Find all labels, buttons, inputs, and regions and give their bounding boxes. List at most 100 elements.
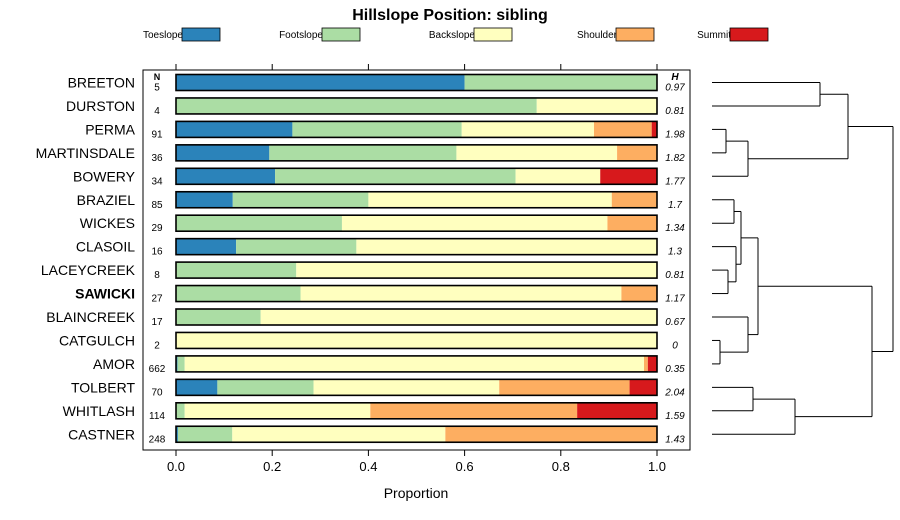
row-laceycreek: LACEYCREEK 8 0.81 — [41, 261, 685, 281]
h-value: 1.98 — [665, 129, 685, 140]
h-value: 0.35 — [665, 364, 685, 375]
row-label: CATGULCH — [59, 332, 135, 348]
chart-title: Hillslope Position: sibling — [352, 7, 548, 24]
row-label: CASTNER — [68, 426, 135, 442]
bar-segment-footslope — [217, 379, 314, 396]
row-blaincreek: BLAINCREEK 17 0.67 — [46, 308, 685, 328]
h-column-header: H — [671, 72, 679, 83]
row-braziel: BRAZIEL 85 1.7 — [77, 190, 682, 211]
bar-segment-toeslope — [176, 426, 178, 443]
n-value: 17 — [151, 317, 163, 328]
bar-outline — [175, 378, 658, 397]
plot-area: 0.0 0.2 0.4 0.6 0.8 1.0 N H BREETON 5 0.97 DURSTON 4… — [36, 64, 691, 474]
bar-segment-summit — [600, 168, 657, 185]
bar-outline — [175, 308, 658, 326]
bar-segment-footslope — [176, 309, 261, 325]
n-column-header: N — [154, 72, 161, 82]
legend-swatch-footslope — [321, 27, 361, 42]
row-whitlash: WHITLASH 114 1.59 — [63, 401, 685, 422]
bar-segment-toeslope — [176, 238, 237, 255]
bar-segment-toeslope — [176, 191, 233, 208]
bar-segment-footslope — [232, 191, 369, 208]
bar-segment-backslope — [232, 426, 446, 443]
row-label: SAWICKI — [75, 286, 135, 302]
h-value: 0.81 — [665, 106, 684, 117]
bar-segment-shoulder — [593, 121, 652, 138]
plot-frame — [142, 69, 691, 451]
row-breeton: BREETON 5 0.97 — [68, 73, 685, 94]
h-value: 1.34 — [665, 223, 685, 234]
x-tick-label: 1.0 — [648, 459, 666, 474]
bar-outline — [175, 284, 658, 303]
bar-segment-backslope — [313, 379, 500, 396]
bar-outline — [175, 261, 658, 279]
bar-outline — [175, 331, 658, 350]
h-value: 1.43 — [665, 434, 685, 445]
row-label: BLAINCREEK — [46, 309, 135, 325]
bar-outline — [175, 237, 658, 256]
bar-segment-summit — [629, 379, 657, 396]
bar-segment-backslope — [356, 238, 657, 255]
bar-outline — [175, 97, 658, 115]
h-value: 1.3 — [668, 247, 682, 258]
legend-label-footslope: Footslope — [279, 30, 323, 41]
bar-segment-backslope — [341, 215, 608, 232]
n-value: 8 — [154, 270, 160, 281]
h-value: 1.17 — [665, 294, 685, 305]
h-value: 1.82 — [665, 153, 685, 164]
bar-outline — [175, 190, 658, 209]
bar-segment-summit — [577, 402, 657, 419]
bar-segment-footslope — [236, 238, 357, 255]
bar-segment-footslope — [176, 402, 185, 419]
bar-segment-footslope — [269, 144, 457, 161]
h-value: 1.7 — [668, 200, 682, 211]
row-label: TOLBERT — [71, 379, 136, 395]
bar-segment-toeslope — [176, 168, 276, 185]
row-label: LACEYCREEK — [41, 262, 136, 278]
bar-outline — [175, 401, 658, 420]
bar-segment-footslope — [176, 262, 297, 279]
bar-segment-shoulder — [621, 285, 657, 302]
n-value: 16 — [151, 247, 163, 258]
h-value: 0.97 — [665, 83, 685, 94]
n-value: 91 — [151, 129, 163, 140]
h-value: 1.59 — [665, 411, 685, 422]
n-value: 29 — [151, 223, 163, 234]
bar-segment-footslope — [176, 285, 301, 302]
bar-segment-footslope — [177, 355, 185, 372]
h-value: 0.81 — [665, 270, 684, 281]
dendrogram — [712, 82, 894, 435]
row-catgulch: CATGULCH 2 0 — [59, 331, 678, 351]
n-value: 2 — [154, 340, 160, 351]
bar-segment-backslope — [260, 309, 657, 325]
bar-outline — [175, 73, 658, 92]
h-value: 1.77 — [665, 176, 685, 187]
bar-segment-backslope — [300, 285, 622, 302]
n-value: 662 — [149, 364, 166, 375]
bar-segment-backslope — [176, 332, 657, 349]
bar-segment-backslope — [536, 97, 657, 114]
bar-segment-backslope — [461, 121, 594, 138]
h-value: 0 — [672, 340, 678, 351]
n-value: 27 — [151, 294, 163, 305]
row-label: WICKES — [80, 215, 135, 231]
n-value: 34 — [151, 176, 163, 187]
x-tick-label: 0.6 — [456, 459, 474, 474]
bar-segment-footslope — [176, 97, 537, 114]
bar-outline — [175, 144, 658, 162]
bar-segment-footslope — [275, 168, 516, 185]
row-label: AMOR — [93, 356, 135, 372]
bar-segment-backslope — [456, 144, 618, 161]
bar-segment-summit — [651, 121, 657, 138]
row-tolbert: TOLBERT 70 2.04 — [71, 378, 685, 398]
bar-segment-backslope — [184, 355, 645, 372]
bar-segment-backslope — [184, 402, 371, 419]
bar-segment-shoulder — [607, 215, 657, 232]
x-tick-label: 0.0 — [167, 459, 185, 474]
bar-segment-shoulder — [644, 355, 648, 372]
bar-segment-shoulder — [370, 402, 578, 419]
legend-label-shoulder: Shoulder — [577, 30, 618, 41]
bar-segment-toeslope — [176, 121, 293, 138]
legend-swatch-summit — [729, 27, 769, 42]
bar-segment-footslope — [177, 426, 233, 443]
